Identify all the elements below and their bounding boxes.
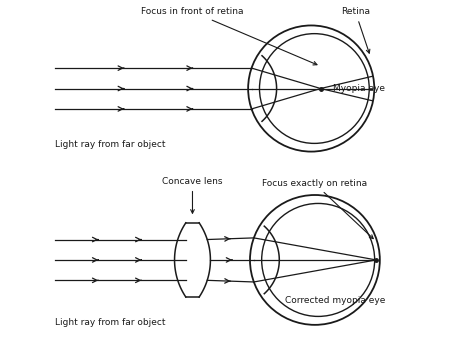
Text: Retina: Retina	[341, 7, 370, 53]
Text: Light ray from far object: Light ray from far object	[55, 318, 166, 327]
Text: Corrected myopia eye: Corrected myopia eye	[285, 296, 385, 305]
Text: Focus exactly on retina: Focus exactly on retina	[262, 179, 373, 239]
Text: Light ray from far object: Light ray from far object	[55, 140, 166, 149]
Text: Focus in front of retina: Focus in front of retina	[141, 7, 317, 65]
Text: Myopia eye: Myopia eye	[333, 84, 385, 93]
Text: Concave lens: Concave lens	[162, 177, 223, 213]
